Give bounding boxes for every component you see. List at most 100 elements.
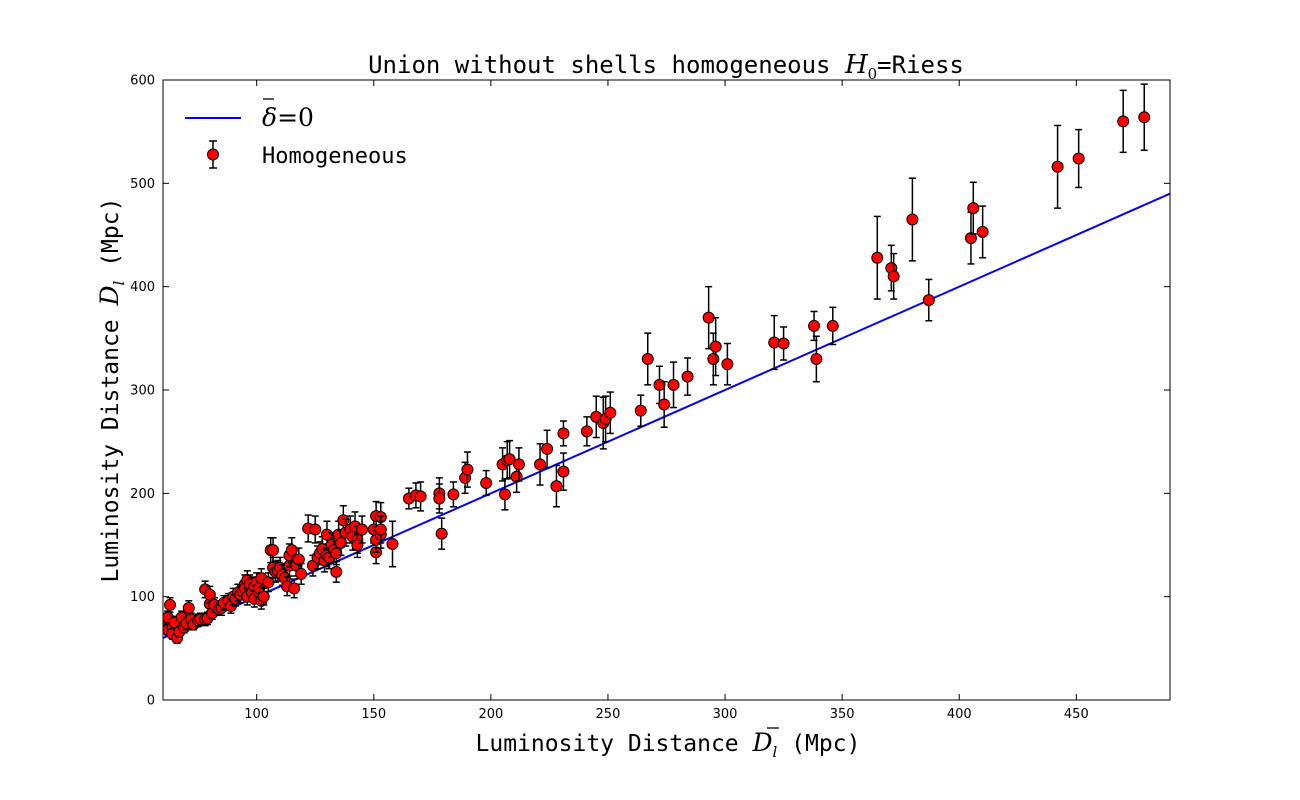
- data-marker: [1138, 111, 1151, 124]
- data-marker: [808, 319, 821, 332]
- model-line-layer: [163, 192, 1170, 639]
- data-point: [604, 391, 617, 435]
- data-point: [906, 177, 919, 262]
- x-tick-label: 450: [1064, 707, 1089, 722]
- data-point: [503, 439, 516, 479]
- data-point: [480, 469, 493, 497]
- data-marker: [871, 251, 884, 264]
- x-tick-label: 200: [478, 707, 503, 722]
- data-point: [386, 520, 399, 568]
- data-marker: [1051, 160, 1064, 173]
- data-marker: [557, 427, 570, 440]
- data-marker: [288, 582, 301, 595]
- data-marker: [541, 442, 554, 455]
- data-marker: [295, 567, 308, 580]
- y-tick-label: 200: [130, 487, 155, 502]
- data-point: [1117, 89, 1130, 154]
- data-marker: [681, 370, 694, 383]
- data-marker: [1072, 152, 1085, 165]
- data-point: [498, 478, 511, 511]
- data-point: [288, 578, 301, 599]
- data-marker: [461, 463, 474, 476]
- data-marker: [480, 477, 493, 489]
- legend-scatter-label: Homogeneous: [262, 144, 408, 169]
- data-point: [461, 451, 474, 488]
- data-marker: [922, 294, 935, 307]
- data-marker: [550, 480, 563, 493]
- data-point: [414, 481, 427, 512]
- plot-area: 100 150 200 250 300 350 400 450 0 100 200 300 400 50…: [130, 74, 1171, 722]
- data-point: [1138, 83, 1151, 152]
- data-point: [557, 420, 570, 447]
- data-marker: [534, 458, 547, 471]
- data-point: [641, 332, 654, 386]
- data-marker: [634, 404, 647, 417]
- data-points-layer: [163, 83, 1151, 644]
- data-marker: [512, 458, 525, 471]
- data-marker: [580, 425, 593, 438]
- data-point: [658, 380, 671, 428]
- data-marker: [1117, 115, 1130, 128]
- data-point: [1072, 128, 1085, 189]
- data-point: [922, 278, 935, 322]
- data-marker: [641, 353, 654, 365]
- data-marker: [964, 232, 977, 245]
- data-point: [580, 416, 593, 447]
- y-tick-label: 100: [130, 590, 155, 605]
- data-point: [557, 452, 570, 491]
- data-marker: [330, 547, 343, 560]
- data-marker: [721, 358, 734, 371]
- x-axis-ticks: 100 150 200 250 300 350 400 450: [244, 80, 1089, 722]
- legend-line-label: δ=0: [262, 103, 314, 132]
- data-point: [976, 205, 989, 259]
- data-marker: [976, 225, 989, 238]
- data-point: [681, 357, 694, 396]
- data-point: [447, 481, 460, 508]
- data-point: [330, 560, 343, 583]
- data-marker: [447, 488, 460, 501]
- data-point: [433, 483, 446, 514]
- y-tick-label: 400: [130, 280, 155, 295]
- data-point: [777, 326, 790, 361]
- data-marker: [604, 406, 617, 419]
- data-marker: [777, 337, 790, 350]
- data-point: [295, 562, 308, 586]
- data-marker: [435, 527, 448, 540]
- x-tick-label: 300: [713, 707, 738, 722]
- data-point: [887, 252, 900, 300]
- data-marker: [182, 602, 195, 615]
- data-marker: [906, 213, 919, 226]
- data-point: [164, 596, 177, 613]
- data-marker: [309, 523, 322, 536]
- y-tick-label: 0: [147, 694, 155, 709]
- data-marker: [285, 544, 298, 557]
- data-point: [709, 316, 722, 377]
- data-marker: [433, 492, 446, 505]
- data-marker: [374, 523, 387, 536]
- data-point: [534, 442, 547, 486]
- data-marker: [658, 398, 671, 411]
- data-marker: [164, 598, 177, 611]
- data-point: [435, 517, 448, 550]
- data-marker: [267, 544, 280, 557]
- x-tick-label: 400: [947, 707, 972, 722]
- data-marker: [709, 340, 722, 353]
- legend-marker-swatch: [207, 148, 219, 161]
- data-marker: [967, 202, 980, 215]
- data-marker: [292, 553, 305, 566]
- data-marker: [414, 490, 427, 503]
- data-point: [550, 464, 563, 508]
- x-axis-label: Luminosity Distance Dl (Mpc): [476, 728, 861, 761]
- data-point: [1051, 124, 1064, 209]
- data-marker: [330, 565, 343, 578]
- data-marker: [887, 270, 900, 283]
- y-tick-label: 300: [130, 384, 155, 399]
- data-point: [634, 394, 647, 427]
- data-marker: [257, 590, 270, 603]
- data-marker: [386, 537, 399, 550]
- y-tick-label: 600: [130, 74, 155, 89]
- data-marker: [810, 353, 823, 365]
- legend: δ=0 Homogeneous: [185, 98, 408, 169]
- model-line: [163, 192, 1170, 639]
